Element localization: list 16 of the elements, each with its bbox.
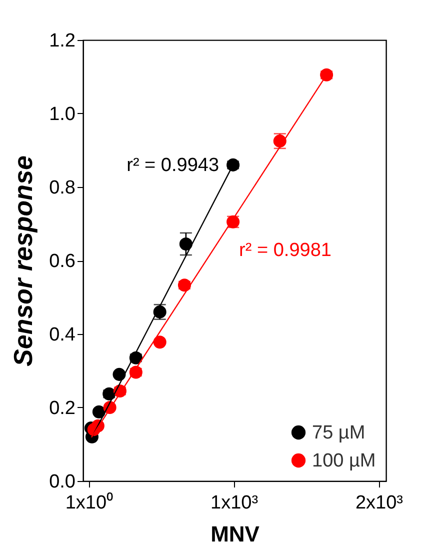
y-tick-label: 1.0 bbox=[49, 104, 76, 125]
x-tick-label: 1x10³ bbox=[210, 492, 258, 514]
y-tick-label: 1.2 bbox=[49, 30, 76, 52]
y-tick-label: 0.6 bbox=[49, 251, 76, 272]
y-tick-label: 0.8 bbox=[49, 178, 76, 198]
y-tick-label: 0.2 bbox=[49, 398, 76, 419]
y-tick-label: 0.0 bbox=[49, 472, 76, 492]
x-axis-title: MNV bbox=[210, 522, 260, 546]
y-tick-label: 0.4 bbox=[49, 324, 76, 346]
y-axis-title: Sensor response bbox=[8, 156, 38, 366]
annotation: r² = 0.9943 bbox=[126, 154, 220, 176]
x-tick-label: 2x10³ bbox=[355, 492, 404, 514]
legend-label: 100 µM bbox=[312, 450, 376, 472]
legend-label: 75 µM bbox=[312, 422, 366, 444]
annotation: r² = 0.9981 bbox=[239, 240, 332, 261]
x-tick-label: 1x10⁰ bbox=[65, 492, 114, 514]
